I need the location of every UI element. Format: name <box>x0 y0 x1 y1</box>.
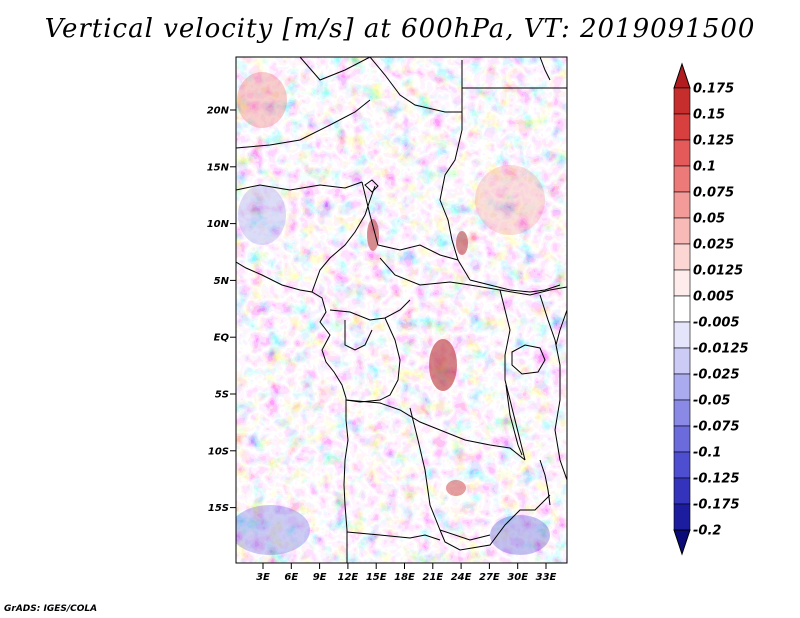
colorbar-swatch <box>673 451 691 479</box>
border-gabon-congo <box>344 320 373 351</box>
colorbar-label: -0.1 <box>693 446 721 461</box>
lon-tick-label: 9E <box>313 572 327 583</box>
updraft-core-east <box>456 231 468 255</box>
lon-tick-label: 15E <box>366 572 387 583</box>
lon-tick-label: 33E <box>536 572 557 583</box>
lat-tick-label: 20N <box>207 106 230 117</box>
colorbar-label: 0.125 <box>693 134 734 149</box>
downdraft-patch-west <box>238 185 286 245</box>
downdraft-patch-southeast <box>490 515 550 555</box>
colorbar-label: -0.0125 <box>693 342 749 357</box>
colorbar-bottom-arrow <box>673 529 691 556</box>
lon-tick-label: 6E <box>284 572 298 583</box>
updraft-patch-northwest <box>237 72 287 128</box>
grads-credit: GrADS: IGES/COLA <box>4 604 98 614</box>
colorbar-swatch <box>673 217 691 245</box>
colorbar-label: -0.2 <box>693 524 721 539</box>
border-angola-zambia <box>409 407 491 541</box>
lake-chad <box>364 179 379 193</box>
lat-tick-label: 5S <box>215 390 229 401</box>
border-nigeria-cameroon <box>311 185 376 293</box>
border-sudan-ethiopia <box>469 279 561 293</box>
colorbar-swatch <box>673 347 691 375</box>
colorbar-label: -0.125 <box>693 472 740 487</box>
border-drc-east <box>499 289 526 461</box>
border-car-drc <box>379 257 567 296</box>
colorbar-label: -0.005 <box>693 316 740 331</box>
coastline-east-africa <box>555 309 567 346</box>
colorbar-label: -0.175 <box>693 498 740 513</box>
map-frame <box>235 56 568 564</box>
border-niger-chad <box>299 57 371 81</box>
colorbar-swatch <box>673 477 691 505</box>
updraft-core-north <box>367 219 379 251</box>
colorbar-swatch <box>673 191 691 219</box>
coastline-west-africa <box>236 261 349 563</box>
border-east-africa <box>539 294 567 481</box>
colorbar-swatch <box>673 373 691 401</box>
colorbar-label: 0.025 <box>693 238 734 253</box>
lat-tick-label: 10N <box>207 219 230 230</box>
updraft-core-central <box>429 339 457 391</box>
lat-tick-label: 15N <box>207 162 230 173</box>
lon-tick-label: 18E <box>394 572 415 583</box>
map-title: Vertical velocity [m/s] at 600hPa, VT: 2… <box>44 14 756 44</box>
lon-tick-label: 27E <box>479 572 500 583</box>
border-niger-nigeria <box>236 181 363 191</box>
border-namibia <box>346 531 441 541</box>
lon-tick-label: 24E <box>451 572 472 583</box>
red-sea-coast <box>539 57 551 81</box>
colorbar-swatch <box>673 165 691 193</box>
colorbar-label: 0.05 <box>693 212 725 227</box>
updraft-patch-northeast <box>475 165 545 235</box>
colorbar-swatch <box>673 113 691 141</box>
colorbar-label: -0.075 <box>693 420 740 435</box>
border-angola-north <box>345 399 526 461</box>
border-cameroon-south <box>329 299 411 321</box>
longitude-axis: 3E 6E 9E 12E 15E 18E 21E 24E 27E 30E 33E <box>256 563 557 583</box>
lon-tick-label: 30E <box>507 572 528 583</box>
lon-tick-label: 3E <box>256 572 270 583</box>
colorbar-label: 0.0125 <box>693 264 743 279</box>
colorbar-swatch <box>673 321 691 349</box>
colorbar-label: 0.15 <box>693 108 725 123</box>
lat-tick-label: EQ <box>214 333 230 344</box>
latitude-axis: 20N 15N 10N 5N EQ 5S 10S 15S <box>207 106 236 514</box>
lat-tick-label: 5N <box>214 276 230 287</box>
lat-tick-label: 10S <box>208 446 229 457</box>
lat-tick-label: 15S <box>208 503 229 514</box>
downdraft-patch-southwest <box>236 505 310 555</box>
colorbar-swatch <box>673 139 691 167</box>
vertical-velocity-field <box>236 57 567 563</box>
border-sahel-west <box>236 99 371 149</box>
lake-tanganyika <box>505 384 523 456</box>
coastlines-and-borders <box>236 57 567 563</box>
colorbar-swatch <box>673 399 691 427</box>
map-plot-area <box>236 57 567 563</box>
colorbar-label: 0.175 <box>693 82 734 97</box>
border-chad-sudan <box>439 112 471 281</box>
colorbar-swatch <box>673 87 691 115</box>
colorbar-top-arrow <box>673 62 691 89</box>
colorbar: 0.175 0.15 0.125 0.1 0.075 0.05 0.025 0.0125 0.0… <box>673 62 749 556</box>
colorbar-label: 0.075 <box>693 186 734 201</box>
lake-victoria <box>511 344 546 375</box>
colorbar-swatch <box>673 295 691 323</box>
colorbar-swatch <box>673 503 691 531</box>
border-zambia-south <box>439 494 551 551</box>
lon-tick-label: 12E <box>338 572 359 583</box>
colorbar-label: 0.005 <box>693 290 734 305</box>
colorbar-label: -0.05 <box>693 394 730 409</box>
updraft-core-south <box>446 480 466 496</box>
lon-tick-label: 21E <box>422 572 443 583</box>
colorbar-swatch <box>673 425 691 453</box>
colorbar-label: -0.025 <box>693 368 740 383</box>
colorbar-label: 0.1 <box>693 160 716 175</box>
colorbar-swatch <box>673 243 691 271</box>
border-chad-car <box>361 181 459 261</box>
lake-malawi <box>539 459 551 506</box>
colorbar-swatch <box>673 269 691 297</box>
